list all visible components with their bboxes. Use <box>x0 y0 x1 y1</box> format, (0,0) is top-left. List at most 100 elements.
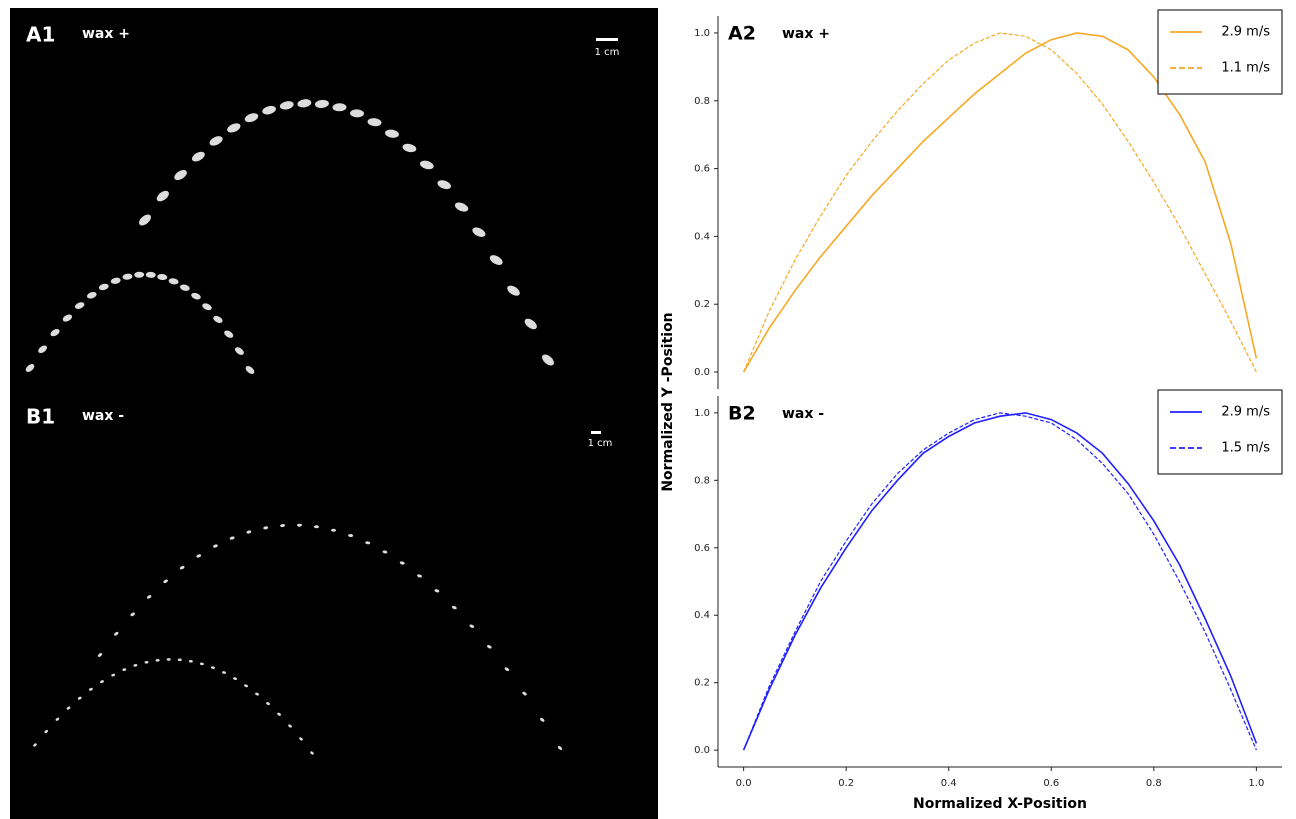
photo-panel <box>10 8 658 819</box>
annotation: wax - <box>82 408 124 424</box>
bird-image <box>524 318 537 330</box>
bird-image <box>365 541 371 545</box>
bird-image <box>224 330 234 338</box>
line-series <box>743 412 1257 751</box>
bird-image <box>179 284 190 291</box>
bird-image <box>367 118 382 127</box>
bird-image <box>213 315 223 323</box>
bird-image <box>133 664 138 667</box>
legend <box>1157 9 1283 95</box>
y-tick-label: 1.0 <box>694 28 710 39</box>
bird-image <box>310 751 314 755</box>
bird-image <box>163 579 168 584</box>
bird-image <box>487 644 492 649</box>
bird-image <box>472 227 486 237</box>
bird-image <box>332 103 347 112</box>
bird-image <box>111 673 116 677</box>
bird-image <box>174 169 187 181</box>
bird-image <box>263 526 269 530</box>
y-tick-label: 0.4 <box>694 610 710 621</box>
bird-image <box>227 123 241 133</box>
bird-image <box>244 684 248 688</box>
bird-image <box>469 624 475 628</box>
bird-image <box>144 660 149 664</box>
bird-image <box>489 255 503 265</box>
bird-image <box>299 737 303 741</box>
bird-image <box>434 589 440 593</box>
bird-image <box>66 706 71 710</box>
panel-label: B2 <box>728 403 756 425</box>
y-tick-label: 0.8 <box>694 96 710 107</box>
bird-image <box>38 345 47 354</box>
bird-image <box>350 109 365 118</box>
bird-image <box>157 273 168 281</box>
bird-image <box>542 354 554 366</box>
bird-image <box>110 277 121 284</box>
bird-image <box>454 202 469 212</box>
bird-image <box>297 99 312 108</box>
line-series <box>742 32 1258 373</box>
legend-label: 1.5 m/s <box>1221 441 1270 456</box>
bird-image <box>382 550 388 554</box>
y-tick-label: 0.4 <box>694 231 710 242</box>
y-axis-label: Normalized Y -Position <box>660 312 676 491</box>
bird-image <box>280 524 286 528</box>
x-tick-label: 0.8 <box>1146 778 1162 789</box>
panel-label: A2 <box>728 23 756 45</box>
line-series <box>742 412 1258 751</box>
bird-image <box>437 180 451 190</box>
bird-image <box>77 696 82 700</box>
y-tick-label: 0.2 <box>694 299 710 310</box>
scale-bar <box>591 431 601 434</box>
legend <box>1157 389 1283 475</box>
bird-image <box>191 292 201 300</box>
annotation: wax - <box>782 406 824 422</box>
bird-image <box>146 595 152 599</box>
line-series <box>743 32 1257 373</box>
bird-image <box>244 113 259 123</box>
bird-image <box>507 285 520 296</box>
bird-image <box>297 523 303 527</box>
bird-image <box>522 691 527 696</box>
bird-image <box>233 677 237 680</box>
bird-image <box>50 328 60 337</box>
bird-image <box>86 291 97 299</box>
bird-image <box>279 101 294 110</box>
bird-image <box>100 680 104 684</box>
bird-image <box>229 536 235 540</box>
bird-image <box>245 366 255 374</box>
bird-image <box>130 612 135 617</box>
x-tick-label: 0.4 <box>941 778 957 789</box>
bird-image <box>134 271 145 278</box>
bird-image <box>114 631 119 636</box>
bird-image <box>55 717 60 721</box>
trajectory-images <box>25 99 563 755</box>
bird-image <box>557 746 563 750</box>
bird-image <box>25 364 35 372</box>
scale-label: 1 cm <box>595 47 620 58</box>
bird-image <box>348 534 354 538</box>
bird-image <box>177 658 182 662</box>
bird-image <box>188 659 193 663</box>
bird-image <box>97 653 103 657</box>
bird-image <box>213 544 218 548</box>
bird-image <box>402 143 417 153</box>
bird-image <box>246 530 252 534</box>
y-tick-label: 0.2 <box>694 678 710 689</box>
bird-image <box>33 743 37 747</box>
y-tick-label: 0.0 <box>694 367 710 378</box>
bird-image <box>540 717 545 722</box>
x-tick-label: 0.6 <box>1043 778 1059 789</box>
y-tick-label: 1.0 <box>694 408 710 419</box>
bird-image <box>166 658 171 661</box>
x-tick-label: 0.0 <box>736 778 752 789</box>
bird-image <box>191 151 205 162</box>
y-tick-label: 0.0 <box>694 745 710 756</box>
bird-image <box>74 302 85 309</box>
bird-image <box>266 702 270 706</box>
bird-image <box>199 662 204 666</box>
scale-label: 1 cm <box>588 438 613 449</box>
bird-image <box>98 283 109 291</box>
bird-image <box>88 687 93 691</box>
